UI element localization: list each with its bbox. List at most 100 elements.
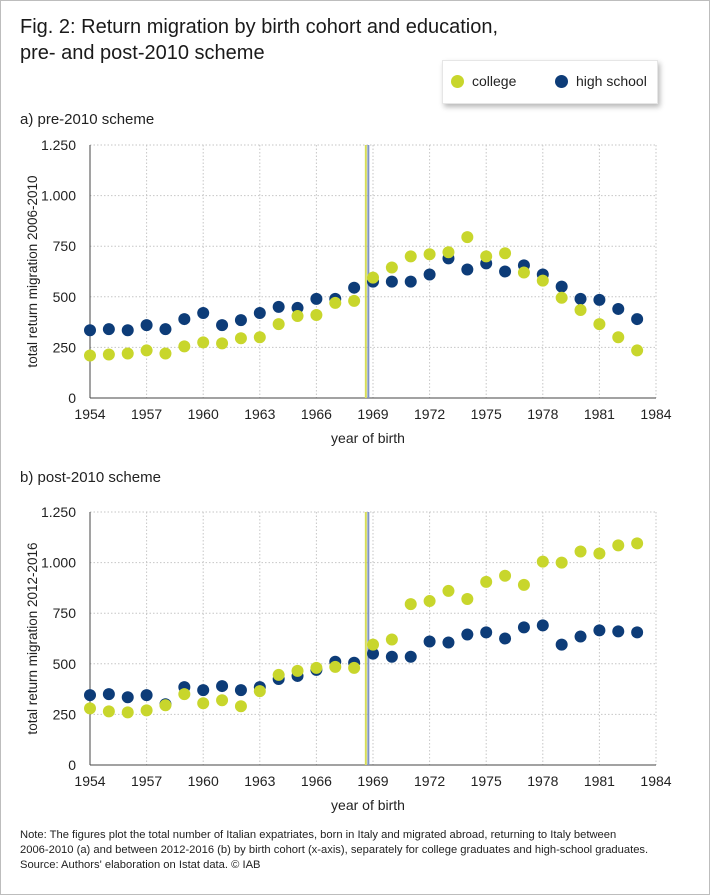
data-point-college	[499, 569, 512, 582]
x-tick-label: 1957	[131, 773, 162, 789]
x-tick-label: 1981	[584, 773, 615, 789]
x-axis-label: year of birth	[331, 430, 405, 446]
y-tick-label: 750	[53, 605, 77, 621]
data-point-college	[423, 595, 436, 608]
data-point-college	[499, 247, 512, 260]
x-tick-label: 1975	[471, 406, 502, 422]
data-point-college	[385, 633, 398, 646]
legend-marker-high-school	[555, 75, 568, 88]
y-tick-label: 250	[53, 706, 77, 722]
note-line-2: 2006-2010 (a) and between 2012-2016 (b) …	[20, 844, 649, 856]
data-point-high-school	[348, 281, 361, 294]
data-point-college	[234, 332, 247, 345]
data-point-high-school	[197, 306, 210, 319]
data-point-high-school	[310, 292, 323, 305]
data-point-college	[593, 318, 606, 331]
data-point-college	[272, 318, 285, 331]
figure-title-line-1: Fig. 2: Return migration by birth cohort…	[20, 16, 499, 38]
legend-marker-college	[451, 75, 464, 88]
data-point-college	[367, 271, 379, 284]
note-source: Source: Authors' elaboration on Istat da…	[20, 859, 261, 871]
data-point-college	[348, 294, 361, 307]
data-point-high-school	[197, 684, 210, 697]
data-point-high-school	[272, 300, 285, 313]
data-point-high-school	[517, 621, 530, 634]
y-tick-label: 1.000	[41, 188, 76, 204]
data-point-college	[159, 347, 172, 360]
data-point-high-school	[536, 619, 549, 632]
data-point-high-school	[555, 638, 568, 651]
data-point-high-school	[234, 314, 247, 327]
note-line-1: Note: The figures plot the total number …	[20, 829, 617, 841]
data-point-college	[84, 702, 96, 715]
x-tick-label: 1975	[471, 773, 502, 789]
data-point-college	[461, 593, 474, 606]
data-point-high-school	[84, 324, 96, 337]
data-point-college	[121, 347, 134, 360]
x-tick-label: 1969	[357, 406, 388, 422]
data-point-college	[272, 668, 285, 681]
y-tick-label: 1.250	[41, 137, 76, 153]
data-point-college	[480, 250, 493, 263]
data-point-college	[480, 575, 493, 588]
y-tick-label: 250	[53, 339, 77, 355]
x-tick-label: 1972	[414, 406, 445, 422]
data-point-high-school	[84, 689, 96, 702]
data-point-college	[310, 309, 323, 322]
chart-legend: college high school	[442, 60, 658, 104]
data-point-college	[555, 291, 568, 304]
data-point-college	[536, 274, 549, 287]
figure-note: Note: The figures plot the total number …	[20, 828, 700, 873]
data-point-high-school	[480, 626, 493, 639]
data-point-college	[84, 349, 96, 362]
data-point-high-school	[121, 691, 134, 704]
data-point-college	[348, 661, 361, 674]
data-point-college	[423, 248, 436, 261]
data-point-college	[574, 303, 587, 316]
data-point-high-school	[574, 630, 587, 643]
data-point-college	[329, 296, 342, 309]
data-point-college	[291, 664, 304, 677]
x-axis-label: year of birth	[331, 797, 405, 813]
y-axis-label: total return migration 2012-2016	[25, 542, 40, 734]
data-point-high-school	[216, 680, 229, 693]
data-point-college	[234, 700, 247, 713]
x-tick-label: 1966	[301, 406, 332, 422]
data-point-college	[216, 337, 229, 350]
legend-label-high-school: high school	[576, 73, 647, 89]
data-point-high-school	[631, 313, 644, 326]
data-point-high-school	[574, 292, 587, 305]
data-point-college	[461, 231, 474, 244]
x-tick-label: 1954	[74, 406, 105, 422]
data-point-college	[612, 331, 625, 344]
data-point-high-school	[367, 647, 379, 660]
data-point-college	[329, 660, 342, 673]
data-point-high-school	[234, 684, 247, 697]
data-point-college	[631, 344, 644, 357]
data-point-high-school	[555, 280, 568, 293]
data-point-high-school	[461, 628, 474, 641]
y-tick-label: 750	[53, 238, 77, 254]
x-tick-label: 1963	[244, 406, 275, 422]
data-point-college	[197, 697, 210, 710]
x-tick-label: 1984	[640, 773, 671, 789]
x-tick-label: 1978	[527, 773, 558, 789]
data-point-high-school	[178, 313, 191, 326]
data-point-high-school	[216, 319, 229, 332]
data-point-high-school	[140, 689, 153, 702]
data-point-college	[612, 539, 625, 552]
data-point-college	[442, 246, 455, 259]
y-tick-label: 1.250	[41, 504, 76, 520]
data-point-high-school	[461, 263, 474, 276]
x-tick-label: 1966	[301, 773, 332, 789]
data-point-college	[631, 537, 644, 550]
data-point-high-school	[102, 688, 115, 701]
data-point-high-school	[612, 302, 625, 315]
data-point-college	[291, 310, 304, 323]
data-point-college	[253, 331, 266, 344]
x-tick-label: 1960	[188, 406, 219, 422]
x-tick-label: 1984	[640, 406, 671, 422]
data-point-high-school	[385, 275, 398, 288]
legend-item-college: college	[451, 73, 516, 89]
chart-panel-a: 0 250 500 750 1.000 1.250 1954 1957 1960 1963 1966…	[25, 137, 672, 446]
